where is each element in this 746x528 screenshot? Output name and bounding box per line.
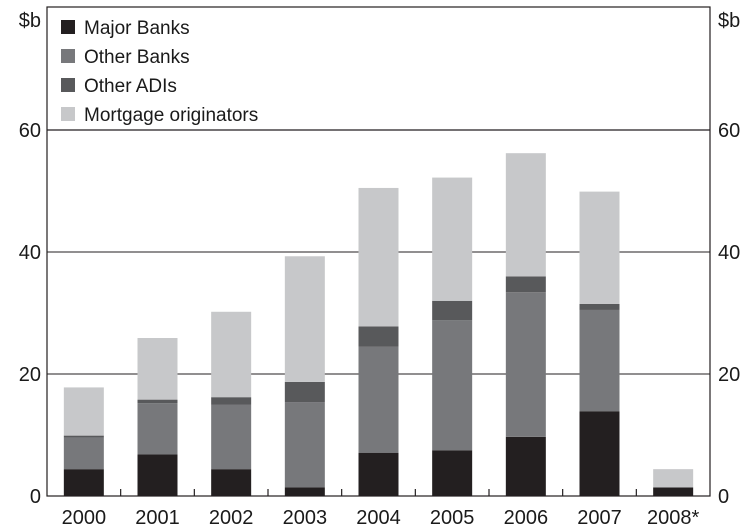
bar-other-banks-2000 (63, 437, 104, 470)
bar-major-banks-2006 (505, 436, 546, 496)
x-tick-label-2007: 2007 (577, 507, 622, 528)
y-tick-label-right-60: 60 (718, 120, 740, 142)
x-axis-ticks (120, 489, 637, 496)
bar-other-banks-2007 (579, 309, 620, 412)
bar-mortgage-originators-2003 (284, 256, 325, 382)
plot-frame (46, 6, 711, 497)
x-tick-label-2002: 2002 (209, 507, 254, 528)
bar-major-banks-2005 (432, 450, 473, 496)
bar-other-banks-2001 (137, 403, 178, 455)
bar-major-banks-2004 (358, 452, 399, 496)
bar-other-banks-2006 (505, 292, 546, 437)
bar-mortgage-originators-2001 (137, 338, 178, 400)
bar-other-adis-2005 (432, 300, 473, 321)
bar-other-banks-2003 (284, 402, 325, 488)
bar-major-banks-2001 (137, 454, 178, 496)
bar-mortgage-originators-2008 (653, 469, 694, 488)
bar-major-banks-2003 (284, 487, 325, 496)
bar-mortgage-originators-2007 (579, 191, 620, 304)
bar-other-banks-2002 (211, 404, 252, 470)
bar-mortgage-originators-2002 (211, 311, 252, 398)
y-tick-label-left-40: 40 (19, 242, 41, 264)
bar-major-banks-2007 (579, 411, 620, 496)
x-axis-labels: 2000 2001 2002 2003 2004 2005 2006 2007 2008* (62, 507, 700, 528)
y-tick-label-right-40: 40 (718, 242, 740, 264)
bar-other-adis-2004 (358, 326, 399, 347)
y-tick-label-left-60: 60 (19, 120, 41, 142)
legend-swatch-mortgage-originators (61, 107, 75, 121)
x-tick-label-2005: 2005 (430, 507, 475, 528)
bar-mortgage-originators-2005 (432, 177, 473, 301)
bar-other-adis-2007 (579, 303, 620, 310)
bar-mortgage-originators-2000 (63, 387, 104, 436)
bar-other-adis-2006 (505, 276, 546, 293)
legend-label-major-banks: Major Banks (84, 18, 190, 39)
legend-swatch-other-adis (61, 78, 75, 92)
bar-other-banks-2005 (432, 320, 473, 451)
x-tick-label-2000: 2000 (62, 507, 107, 528)
bars (63, 153, 694, 496)
bar-other-adis-2000 (63, 435, 104, 438)
bar-mortgage-originators-2004 (358, 187, 399, 327)
y-tick-label-right-0: 0 (718, 486, 729, 508)
y-tick-label-left-20: 20 (19, 364, 41, 386)
bar-mortgage-originators-2006 (505, 153, 546, 277)
y-tick-label-right-20: 20 (718, 364, 740, 386)
bar-major-banks-2002 (211, 469, 252, 496)
bar-major-banks-2000 (63, 469, 104, 496)
y-tick-label-left-0: 0 (30, 486, 41, 508)
x-tick-label-2006: 2006 (504, 507, 549, 528)
right-axis-unit: $b (718, 10, 740, 32)
x-tick-label-2004: 2004 (356, 507, 401, 528)
bar-other-adis-2002 (211, 397, 252, 405)
x-tick-label-2001: 2001 (135, 507, 180, 528)
bar-other-adis-2001 (137, 399, 178, 404)
bar-other-banks-2004 (358, 346, 399, 453)
legend-label-mortgage-originators: Mortgage originators (84, 105, 258, 126)
legend-swatch-other-banks (61, 49, 75, 63)
left-axis-unit: $b (19, 10, 41, 32)
legend: Major Banks Other Banks Other ADIs Mortgage… (61, 18, 258, 126)
y-axis-labels: 0 0 20 20 40 40 60 60 (19, 120, 741, 508)
legend-swatch-major-banks (61, 20, 75, 34)
x-tick-label-2003: 2003 (283, 507, 328, 528)
legend-label-other-adis: Other ADIs (84, 76, 177, 97)
bar-other-adis-2003 (284, 381, 325, 403)
legend-label-other-banks: Other Banks (84, 47, 190, 68)
x-tick-label-2008: 2008* (647, 507, 699, 528)
bar-major-banks-2008 (653, 487, 694, 496)
